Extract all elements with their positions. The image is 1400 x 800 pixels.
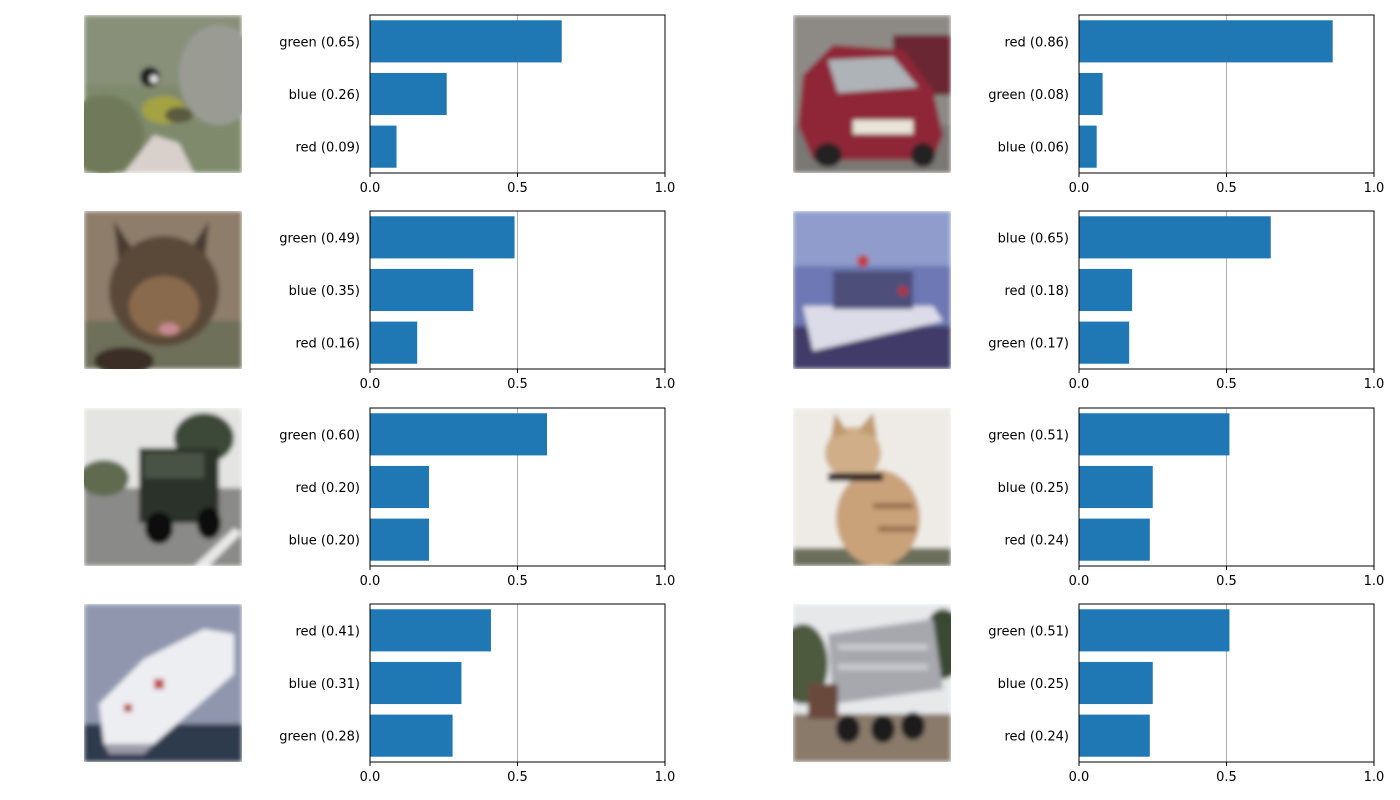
x-tick-label: 1.0 — [1364, 377, 1385, 392]
boat-photo — [793, 211, 951, 369]
x-tick-label: 0.5 — [507, 181, 528, 196]
x-tick-label: 0.5 — [507, 770, 528, 785]
x-tick-label: 0.5 — [507, 574, 528, 589]
bar — [370, 518, 429, 561]
category-label: red (0.16) — [295, 337, 360, 352]
x-tick-label: 0.0 — [360, 181, 381, 196]
bar — [1079, 268, 1133, 312]
bar — [1079, 125, 1097, 168]
x-tick-label: 0.0 — [360, 377, 381, 392]
category-label: blue (0.06) — [998, 141, 1069, 156]
bar — [370, 268, 474, 312]
dump-truck-photo — [793, 604, 951, 762]
category-label: red (0.09) — [295, 141, 360, 156]
bird-photo — [84, 15, 242, 173]
bar — [1079, 20, 1333, 63]
bar — [370, 72, 447, 116]
category-label: blue (0.25) — [998, 677, 1069, 692]
category-label: green (0.08) — [988, 88, 1069, 103]
category-label: red (0.18) — [1004, 284, 1069, 299]
x-tick-label: 0.0 — [1069, 770, 1090, 785]
bar — [370, 661, 462, 705]
category-label: green (0.17) — [988, 337, 1069, 352]
bar — [1079, 609, 1230, 652]
category-label: blue (0.31) — [289, 677, 360, 692]
x-tick-label: 0.5 — [1216, 181, 1237, 196]
bar — [370, 609, 491, 652]
category-label: red (0.24) — [1004, 534, 1069, 549]
category-label: red (0.24) — [1004, 730, 1069, 745]
ship-photo — [84, 604, 242, 762]
category-label: blue (0.65) — [998, 231, 1069, 246]
bar — [370, 125, 397, 168]
category-label: green (0.51) — [988, 624, 1069, 639]
category-label: green (0.28) — [279, 730, 360, 745]
bar — [370, 714, 453, 757]
dog-photo — [84, 211, 242, 369]
x-tick-label: 0.0 — [360, 574, 381, 589]
truck-photo — [84, 408, 242, 566]
cat-photo — [793, 408, 951, 566]
prediction-panel: green (0.51) blue (0.25) red (0.24) 0.0 0.5 1… — [988, 407, 1385, 589]
bar — [370, 216, 515, 259]
bar — [370, 413, 547, 456]
bar — [370, 321, 418, 364]
prediction-panel: green (0.51) blue (0.25) red (0.24) 0.0 0.5 1… — [988, 603, 1385, 785]
category-label: blue (0.26) — [289, 88, 360, 103]
x-tick-label: 1.0 — [1364, 181, 1385, 196]
category-label: red (0.20) — [295, 481, 360, 496]
x-tick-label: 1.0 — [655, 377, 676, 392]
bar — [1079, 72, 1103, 116]
bar — [1079, 465, 1153, 509]
prediction-panel: green (0.60) red (0.20) blue (0.20) 0.0 0.5 1… — [279, 407, 676, 589]
x-tick-label: 1.0 — [1364, 770, 1385, 785]
prediction-panel: green (0.49) blue (0.35) red (0.16) 0.0 0.5 1… — [279, 210, 676, 392]
category-label: green (0.51) — [988, 428, 1069, 443]
x-tick-label: 0.5 — [1216, 377, 1237, 392]
category-label: blue (0.20) — [289, 534, 360, 549]
prediction-panel: red (0.41) blue (0.31) green (0.28) 0.0 0.5 1… — [279, 603, 676, 785]
x-tick-label: 1.0 — [1364, 574, 1385, 589]
prediction-panel: blue (0.65) red (0.18) green (0.17) 0.0 0.5 1… — [988, 210, 1385, 392]
x-tick-label: 0.0 — [1069, 181, 1090, 196]
x-tick-label: 0.5 — [507, 377, 528, 392]
bar — [1079, 413, 1230, 456]
x-tick-label: 0.0 — [1069, 377, 1090, 392]
bar — [370, 465, 429, 509]
prediction-panel: red (0.86) green (0.08) blue (0.06) 0.0 0.5 1… — [988, 14, 1385, 196]
bar — [1079, 518, 1150, 561]
category-label: red (0.41) — [295, 624, 360, 639]
prediction-panel: green (0.65) blue (0.26) red (0.09) 0.0 0.5 1… — [279, 14, 676, 196]
category-label: green (0.65) — [279, 35, 360, 50]
category-label: red (0.86) — [1004, 35, 1069, 50]
x-tick-label: 1.0 — [655, 574, 676, 589]
bar — [1079, 661, 1153, 705]
x-tick-label: 1.0 — [655, 770, 676, 785]
bar — [1079, 321, 1130, 364]
x-tick-label: 0.0 — [1069, 574, 1090, 589]
category-label: blue (0.25) — [998, 481, 1069, 496]
category-label: blue (0.35) — [289, 284, 360, 299]
bar — [1079, 216, 1271, 259]
category-label: green (0.49) — [279, 231, 360, 246]
x-tick-label: 0.5 — [1216, 574, 1237, 589]
x-tick-label: 1.0 — [655, 181, 676, 196]
car-photo — [793, 15, 951, 173]
category-label: green (0.60) — [279, 428, 360, 443]
x-tick-label: 0.0 — [360, 770, 381, 785]
x-tick-label: 0.5 — [1216, 770, 1237, 785]
bar — [1079, 714, 1150, 757]
bar — [370, 20, 562, 63]
